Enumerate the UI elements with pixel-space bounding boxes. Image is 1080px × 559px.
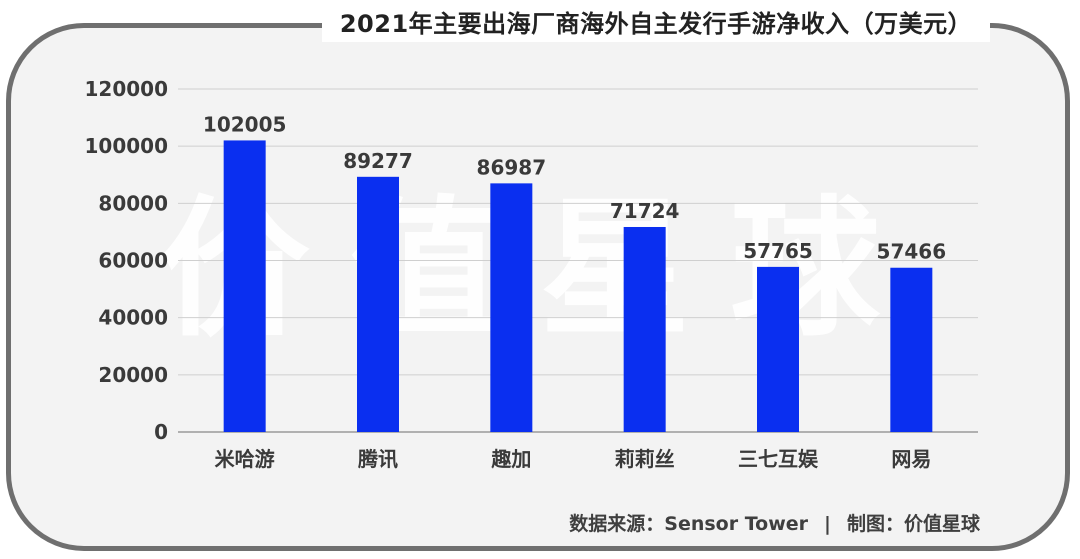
x-tick-label: 莉莉丝 bbox=[615, 447, 675, 471]
grid-lines bbox=[178, 88, 978, 433]
data-label: 71724 bbox=[610, 199, 680, 223]
y-axis-ticks: 0 20000 40000 60000 80000 100000 120000 bbox=[85, 77, 169, 444]
bar bbox=[757, 266, 799, 432]
data-label: 86987 bbox=[477, 155, 547, 179]
data-label: 57765 bbox=[743, 239, 813, 263]
bar bbox=[623, 226, 666, 432]
value-labels: 102005 89277 86987 71724 57765 57466 bbox=[203, 112, 946, 263]
data-label: 102005 bbox=[203, 112, 287, 136]
bar bbox=[357, 176, 399, 432]
footer: 数据来源：Sensor Tower | 制图：价值星球 bbox=[569, 509, 980, 536]
y-tick-label: 60000 bbox=[98, 249, 168, 273]
y-tick-label: 0 bbox=[154, 420, 168, 444]
bar bbox=[890, 267, 933, 432]
bar bbox=[223, 140, 266, 432]
x-tick-label: 米哈游 bbox=[215, 447, 275, 471]
footer-separator: | bbox=[824, 513, 831, 535]
y-tick-label: 40000 bbox=[98, 306, 168, 330]
bars bbox=[223, 140, 933, 432]
source-text: 数据来源：Sensor Tower bbox=[569, 513, 809, 535]
y-tick-label: 80000 bbox=[98, 191, 168, 215]
x-tick-label: 趣加 bbox=[490, 447, 531, 471]
x-tick-label: 三七互娱 bbox=[738, 447, 819, 471]
bar bbox=[490, 183, 533, 432]
data-label: 89277 bbox=[343, 149, 413, 173]
y-tick-label: 20000 bbox=[98, 363, 168, 387]
x-tick-label: 腾讯 bbox=[358, 447, 398, 471]
data-label: 57466 bbox=[877, 240, 947, 264]
x-tick-label: 网易 bbox=[891, 447, 931, 471]
y-tick-label: 100000 bbox=[85, 134, 169, 158]
x-axis-ticks: 米哈游 腾讯 趣加 莉莉丝 三七互娱 网易 bbox=[215, 447, 932, 471]
y-tick-label: 120000 bbox=[85, 77, 169, 101]
credit-text: 制图：价值星球 bbox=[846, 513, 980, 535]
chart-title: 2021年主要出海厂商海外自主发行手游净收入（万美元） bbox=[322, 6, 990, 42]
